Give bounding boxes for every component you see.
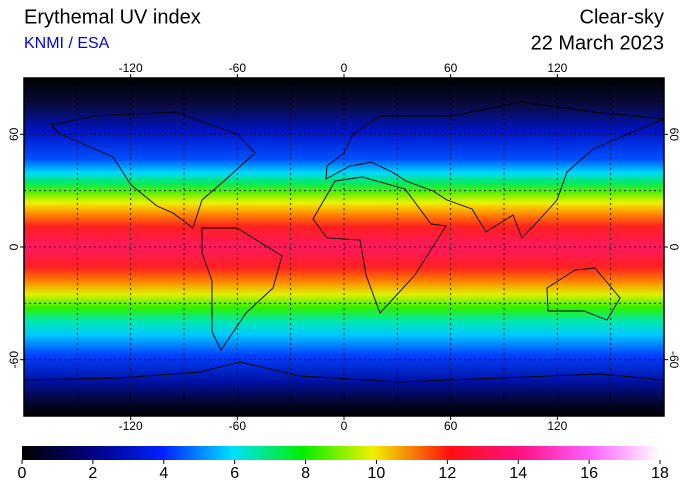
x-tick-label: 120 bbox=[547, 61, 567, 75]
x-tick-label: 60 bbox=[444, 61, 458, 75]
colorbar-tick-label: 18 bbox=[651, 465, 669, 482]
antarctica bbox=[23, 361, 665, 383]
colorbar-tick-label: 2 bbox=[88, 465, 97, 482]
source: KNMI / ESA bbox=[24, 35, 110, 52]
colorbar-tick-label: 12 bbox=[438, 465, 456, 482]
x-tick-label: 60 bbox=[444, 419, 458, 433]
date: 22 March 2023 bbox=[531, 32, 664, 54]
colorbar-tick-label: 8 bbox=[301, 465, 310, 482]
x-tick-label: -60 bbox=[229, 61, 247, 75]
colorbar-tick-label: 10 bbox=[368, 465, 386, 482]
x-tick-label: 0 bbox=[341, 419, 348, 433]
colorbar-tick-label: 6 bbox=[230, 465, 239, 482]
colorbar-tick-label: 0 bbox=[18, 465, 27, 482]
y-tick-label: 0 bbox=[667, 244, 681, 251]
x-tick-label: -120 bbox=[119, 61, 143, 75]
x-tick-label: 0 bbox=[341, 61, 348, 75]
y-tick-label: 60 bbox=[667, 128, 681, 142]
colorbar-tick-label: 16 bbox=[580, 465, 598, 482]
africa bbox=[312, 176, 447, 314]
colorbar-tick-label: 14 bbox=[509, 465, 527, 482]
x-tick-label: -120 bbox=[119, 419, 143, 433]
title: Erythemal UV index bbox=[24, 6, 201, 28]
colorbar-tick-label: 4 bbox=[159, 465, 168, 482]
south-america bbox=[201, 227, 283, 351]
eurasia bbox=[325, 101, 665, 239]
x-tick-label: -60 bbox=[229, 419, 247, 433]
y-tick-label: 0 bbox=[7, 243, 21, 250]
y-tick-label: -60 bbox=[667, 351, 681, 369]
australia bbox=[546, 267, 621, 321]
x-tick-label: 120 bbox=[547, 419, 567, 433]
condition: Clear-sky bbox=[580, 6, 664, 28]
y-tick-label: 60 bbox=[7, 127, 21, 141]
colorbar bbox=[22, 446, 660, 460]
y-tick-label: -60 bbox=[7, 351, 21, 369]
north-america bbox=[50, 111, 256, 229]
coastlines bbox=[23, 101, 665, 383]
